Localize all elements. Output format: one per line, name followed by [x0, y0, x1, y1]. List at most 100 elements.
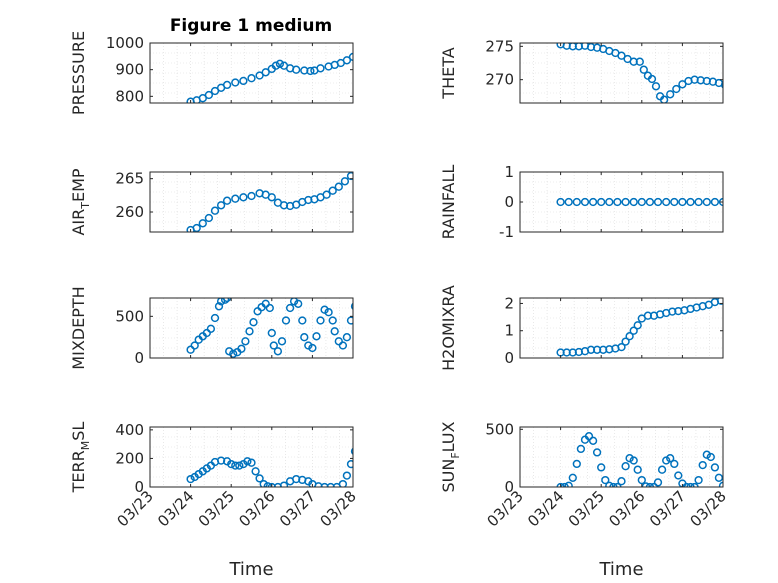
data-point [316, 64, 325, 73]
y-tick-label: 0 [134, 478, 144, 496]
data-point [298, 316, 307, 325]
data-point [273, 482, 283, 487]
data-point [348, 52, 353, 62]
data-point [342, 56, 352, 65]
x-axis-label: Time [598, 559, 643, 580]
data-point [356, 296, 363, 303]
data-point [716, 298, 723, 305]
data-point [222, 196, 232, 205]
y-tick-label: -1 [499, 223, 514, 241]
data-point [666, 90, 675, 99]
data-point [350, 302, 353, 310]
subplot-4: -1 0 1 RAINFALL [439, 163, 724, 241]
data-point [641, 482, 651, 487]
data-point [649, 482, 659, 487]
axes-box [149, 426, 354, 488]
axes-box [519, 42, 724, 104]
data-point [372, 342, 379, 349]
x-tick-label: 03/24 [154, 487, 197, 530]
data-point [668, 307, 677, 316]
data-point [670, 197, 679, 207]
data-point [374, 350, 381, 357]
y-tick-label: 200 [115, 449, 144, 467]
data-point [690, 482, 699, 487]
data-point [621, 337, 630, 346]
data-point [277, 337, 287, 346]
data-point [231, 194, 240, 203]
data-point [764, 73, 771, 80]
y-tick-label: 265 [115, 170, 144, 188]
data-point [204, 213, 214, 223]
data-point [752, 80, 759, 87]
data-point [728, 86, 735, 93]
marker-series [556, 432, 723, 487]
data-point [308, 343, 317, 353]
subplot-2: 270 275 THETA [439, 37, 771, 104]
data-point [231, 78, 240, 87]
data-point [592, 448, 602, 457]
data-point [229, 349, 238, 358]
data-point [204, 90, 214, 100]
data-point [672, 84, 681, 94]
data-point [334, 182, 343, 191]
data-point [247, 191, 256, 201]
data-point [275, 59, 285, 68]
data-point [216, 298, 226, 306]
data-point [564, 481, 573, 487]
data-point [330, 327, 339, 336]
data-point [678, 80, 687, 89]
y-tick-label: 900 [115, 61, 144, 79]
data-point [758, 76, 765, 83]
figure-title: Figure 1 medium [170, 16, 332, 36]
data-point [328, 186, 337, 195]
data-point [637, 475, 646, 485]
data-point [326, 482, 335, 487]
y-tick-label: 2 [504, 294, 514, 312]
data-point [222, 80, 232, 90]
data-point [251, 467, 260, 476]
data-point [613, 482, 622, 487]
data-point [312, 332, 321, 341]
data-point [210, 206, 220, 215]
data-point [678, 197, 687, 207]
x-tick-label: 03/28 [687, 487, 730, 530]
data-point [674, 471, 683, 480]
data-point [653, 478, 663, 487]
data-point [237, 344, 246, 353]
data-point [214, 302, 224, 311]
y-tick-label: 500 [115, 307, 144, 325]
data-point [609, 482, 618, 487]
data-point [370, 61, 377, 68]
data-point [621, 462, 630, 471]
y-tick-label: 270 [485, 71, 514, 89]
data-point [657, 465, 667, 474]
data-point [694, 475, 703, 485]
data-point [556, 482, 565, 487]
axes-box [519, 297, 724, 359]
data-point [342, 471, 352, 480]
marker-series [186, 172, 373, 232]
data-point [247, 74, 256, 83]
y-tick-label: 0 [134, 349, 144, 367]
data-point [366, 57, 373, 64]
data-point [366, 181, 373, 188]
axes-box [519, 426, 724, 488]
data-point [378, 353, 385, 360]
y-axis-label: THETA [439, 47, 458, 99]
data-point [358, 173, 365, 180]
data-point [613, 197, 622, 207]
subplot-7: 020040003/2303/2403/2503/2603/2703/28TER… [69, 421, 360, 580]
x-tick-label: 03/24 [524, 487, 567, 530]
axes-box [149, 42, 354, 104]
subplot-1: 800 900 1000 PRESSURE [69, 31, 377, 115]
data-point [342, 333, 352, 342]
data-point [346, 459, 353, 469]
data-point [245, 327, 254, 336]
data-point [710, 197, 720, 207]
data-point [267, 328, 276, 338]
data-point [601, 475, 610, 485]
data-point [243, 457, 252, 466]
data-point [320, 482, 329, 487]
